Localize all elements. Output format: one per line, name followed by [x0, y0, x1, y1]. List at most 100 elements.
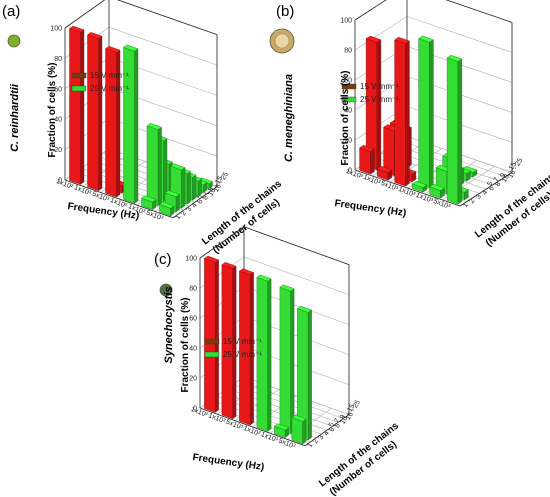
bar [69, 25, 85, 185]
bar-side-face [181, 167, 186, 209]
bar-top-face [359, 144, 375, 152]
bar [141, 195, 157, 210]
bar-side-face [192, 174, 197, 201]
bar-side-face [457, 58, 463, 205]
bar [203, 255, 220, 413]
bar-side-face [302, 418, 307, 445]
bar [418, 35, 434, 189]
bar-side-face [376, 39, 382, 171]
bar-front-face [359, 147, 371, 175]
legend-swatch [341, 83, 357, 90]
legend-entry: 15 V mm⁻¹ [223, 337, 262, 346]
chain-tick-label: 1 [174, 214, 182, 221]
bar-side-face [249, 272, 254, 426]
y-tick-label: 80 [344, 48, 352, 55]
legend-swatch [204, 351, 220, 358]
bar-side-face [175, 193, 180, 213]
bar-front-face [146, 125, 159, 206]
bar-side-face [429, 39, 434, 189]
bar-front-face [418, 38, 430, 189]
y-axis-title: Fraction of cells (%) [47, 62, 58, 157]
bar [273, 423, 290, 438]
chain-axis-line [304, 414, 350, 447]
chain-tick-label: 2 [312, 438, 320, 445]
legend-entry: 15 V mm⁻¹ [90, 71, 129, 80]
wall-top-edge [354, 0, 387, 21]
bars [359, 35, 478, 205]
bar-top-face [203, 255, 220, 263]
bar [429, 183, 445, 199]
legend: 15 V mm⁻¹ 25 V mm⁻¹ [341, 82, 399, 104]
y-tick-label: 60 [54, 86, 62, 93]
y-tick-label: 60 [189, 316, 197, 323]
y-tick-label: 40 [189, 346, 197, 353]
bar [359, 144, 375, 175]
wall-gridline [108, 26, 218, 66]
chain-tick-label: 3 [475, 194, 483, 201]
y-tick-label: 80 [54, 56, 62, 63]
bar [159, 201, 175, 217]
bar-top-face [146, 123, 162, 130]
bars [69, 25, 213, 217]
legend-swatch [71, 85, 87, 92]
bar-front-face [69, 28, 81, 185]
wall-top-edge [243, 226, 350, 265]
bar [256, 274, 272, 432]
y-tick-label: 40 [344, 108, 352, 115]
y-axis-title: Fraction of cells (%) [180, 297, 191, 392]
bar-top-face [291, 414, 307, 422]
bar-top-face [87, 32, 103, 39]
bar-top-face [105, 45, 121, 53]
chain-tick-label: 1 [462, 202, 470, 209]
bar-side-face [186, 170, 191, 205]
organism-name: C. reinhardtii [9, 83, 21, 152]
wall-top-edge [199, 226, 245, 259]
legend-entry: 25 V mm⁻¹ [90, 84, 129, 93]
chain-tick-label: 1 [306, 442, 314, 449]
wall-gridline [243, 256, 350, 295]
bar-side-face [308, 309, 312, 441]
panel-b: (b)C. meneghiniana0204060801001x10²1x10³… [269, 0, 550, 249]
bar-top-face [418, 35, 434, 43]
bar-top-face [69, 25, 85, 33]
bar-side-face [214, 259, 219, 413]
y-tick-label: 60 [344, 78, 352, 85]
bar [291, 414, 307, 445]
x-axis-title: Frequency (Hz) [334, 198, 407, 219]
chain-tick-label: 3 [185, 206, 193, 213]
panel-label: (a) [2, 3, 20, 20]
y-tick-label: 20 [344, 138, 352, 145]
legend-entry: 25 V mm⁻¹ [360, 95, 399, 104]
bar-top-face [170, 163, 186, 171]
bar-side-face [290, 288, 295, 435]
wall-gridline [354, 16, 408, 51]
y-tick-label: 0 [348, 168, 352, 175]
frequency-axis-line [354, 169, 461, 207]
y-tick-label: 20 [189, 376, 197, 383]
y-tick-label: 40 [54, 117, 62, 124]
y-tick-label: 0 [58, 178, 62, 185]
organism-name: C. meneghiniana [283, 74, 295, 162]
legend-swatch [204, 338, 220, 345]
bar-side-face [157, 126, 162, 207]
bar-top-face [296, 305, 313, 313]
frequency-axis-line [64, 179, 174, 219]
panel-label: (b) [276, 3, 294, 20]
bar-front-face [204, 258, 216, 413]
bar [105, 45, 121, 198]
bar-top-face [429, 183, 445, 191]
bar-front-face [446, 57, 459, 205]
chain-axis-line [172, 186, 218, 219]
frequency-axis-line [199, 407, 306, 447]
wall-gridline [445, 0, 513, 23]
bar [394, 36, 410, 187]
x-axis-title: Frequency (Hz) [192, 452, 265, 473]
bar-top-face [446, 54, 463, 62]
bar [411, 180, 428, 193]
y-tick-label: 20 [54, 147, 62, 154]
organism-thumbnail [159, 283, 173, 297]
y-axis-title: Fraction of cells (%) [340, 70, 351, 165]
legend-entry: 15 V mm⁻¹ [360, 82, 399, 91]
